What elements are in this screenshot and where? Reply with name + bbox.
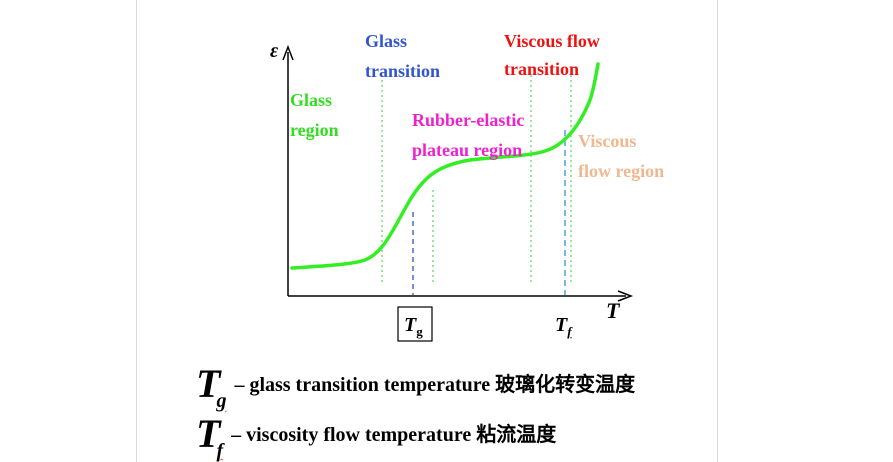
legend-tf-subscript: f xyxy=(216,440,224,462)
glass-transition-label: Glass transition xyxy=(365,31,440,81)
tg-marker-subscript: g xyxy=(416,324,423,339)
tg-marker-box xyxy=(397,306,433,342)
y-axis-arrow xyxy=(282,44,294,61)
tg-marker: Tg xyxy=(397,306,433,342)
legend-tf-symbol: T xyxy=(196,411,221,456)
x-axis-arrow xyxy=(617,290,634,302)
legend-row-tf: Tf – viscosity flow temperature 粘流温度 xyxy=(196,410,557,462)
tf-marker-subscript: f xyxy=(567,324,573,339)
glass-region-label: Glass region xyxy=(290,90,339,140)
legend-row-tg: Tg – glass transition temperature 玻璃化转变温… xyxy=(196,360,636,412)
svg-text:Tg: Tg xyxy=(404,314,423,339)
page-border-left xyxy=(136,0,137,462)
viscous-flow-transition-label: Viscous flow transition xyxy=(504,31,604,79)
viscous-flow-region-label: Viscous flow region xyxy=(578,131,664,181)
tf-marker: Tf xyxy=(555,314,573,339)
tf-marker-symbol: T xyxy=(555,314,568,336)
page-border-right xyxy=(717,0,718,462)
legend-tf-text: – viscosity flow temperature 粘流温度 xyxy=(231,424,557,446)
guide-lines xyxy=(381,75,572,295)
legend-tg-subscript: g xyxy=(216,390,227,412)
rubber-plateau-label: Rubber-elastic plateau region xyxy=(412,110,529,160)
legend-tg-symbol: T xyxy=(196,361,221,406)
legend-tg-text: – glass transition temperature 玻璃化转变温度 xyxy=(234,374,636,396)
tg-marker-symbol: T xyxy=(404,314,417,336)
axes: ε T xyxy=(270,40,634,323)
y-axis-label: ε xyxy=(270,40,279,62)
deformation-curve xyxy=(290,62,600,270)
x-axis-label: T xyxy=(606,298,621,323)
